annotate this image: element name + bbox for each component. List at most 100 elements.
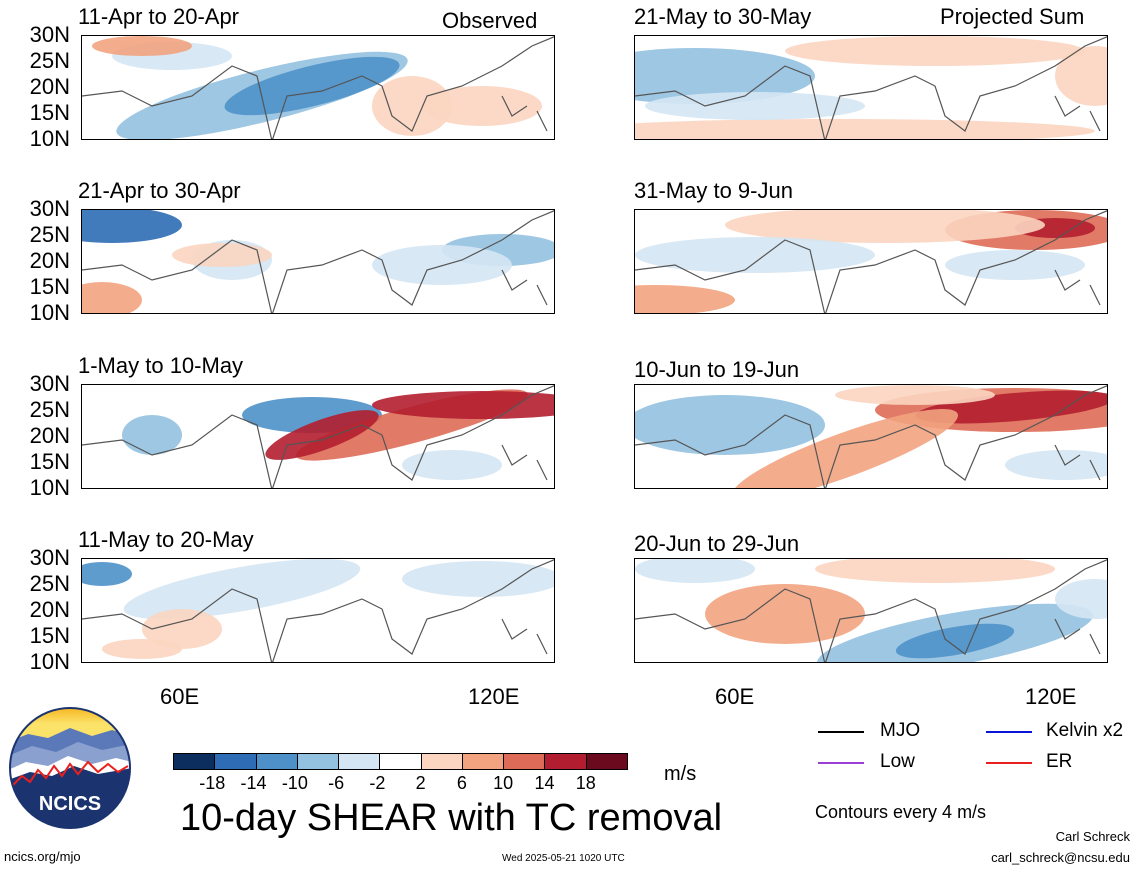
coastline [635,385,1107,488]
shear-field [635,210,1107,313]
colorbar-tick-label: 2 [415,773,426,793]
shear-region [815,559,1055,583]
coastline [82,559,554,662]
shear-region [635,237,875,273]
shear-region [372,245,512,285]
shear-region [142,609,222,649]
shear-map-panel [634,384,1108,489]
colorbar-swatch [255,753,298,770]
coastline [82,36,554,139]
shear-region [82,562,132,586]
lat-tick-label: 25N [29,48,70,73]
panel-title: 10-Jun to 19-Jun [634,357,800,382]
panel-title: 31-May to 9-Jun [634,178,793,203]
shear-region [635,119,1095,139]
colorbar-swatch [296,753,340,770]
lat-tick-label: 15N [29,100,70,125]
shear-region [224,56,400,116]
shear-region [92,36,192,56]
legend-line-mjo [818,731,864,733]
lat-tick-label: 15N [29,449,70,474]
shear-map-panel [81,558,555,663]
author-email[interactable]: carl_schreck@ncsu.edu [991,850,1130,865]
colorbar-tick-label: 6 [456,773,467,793]
shear-region [915,390,1107,424]
coastline [82,210,554,313]
shear-region [725,210,1045,243]
colorbar-swatch [379,753,422,770]
legend-line-er [986,762,1032,764]
lat-tick-label: 30N [29,545,70,570]
coastline [635,210,1107,313]
colorbar-swatch [585,753,628,770]
lat-tick-label: 20N [29,74,70,99]
lat-tick-label: 10N [29,475,70,500]
shear-region [102,639,182,659]
lon-tick-label: 120E [1025,684,1077,709]
shear-region [82,210,182,243]
shear-region [635,559,755,583]
shear-map-panel [634,558,1108,663]
shear-map-panel [634,35,1108,140]
colorbar-tick-label: 10 [493,773,514,793]
legend-label-mjo: MJO [880,720,921,741]
panel-title: 20-Jun to 29-Jun [634,531,800,556]
colorbar-tick-label: -18 [199,773,226,793]
shear-region [635,285,735,313]
lat-tick-label: 10N [29,126,70,151]
observed-label: Observed [442,8,538,33]
legend-line-low [818,762,864,764]
shear-region [635,395,825,455]
shear-region [123,559,361,620]
colorbar-tick-label: 18 [575,773,596,793]
panel-title: 1-May to 10-May [78,353,244,378]
lat-tick-label: 20N [29,597,70,622]
shear-region [82,282,142,313]
lat-tick-label: 15N [29,274,70,299]
site-link[interactable]: ncics.org/mjo [4,849,81,864]
lon-tick-label: 120E [468,684,520,709]
lat-tick-label: 10N [29,649,70,674]
shear-region [645,92,865,120]
colorbar-tick-label: 14 [534,773,555,793]
shear-region [402,561,554,597]
lon-tick-label: 60E [160,684,200,709]
shear-region [1005,450,1107,480]
lat-tick-label: 20N [29,248,70,273]
colorbar-swatch [461,753,505,770]
colorbar-swatch [173,753,216,770]
shear-field [82,36,554,139]
coastline [635,36,1107,139]
lat-tick-label: 25N [29,397,70,422]
shear-region [635,48,815,104]
lat-tick-label: 10N [29,300,70,325]
shear-field [82,385,554,488]
colorbar-swatch [420,753,463,770]
units-label: m/s [664,763,697,785]
panel-title: 21-May to 30-May [634,4,812,29]
shear-map-panel [81,209,555,314]
coastline [82,385,554,488]
colorbar-swatch [503,753,546,770]
colorbar-swatch [544,753,587,770]
shear-region [731,409,959,488]
shear-region [1055,579,1107,619]
lat-tick-label: 30N [29,196,70,221]
colorbar-tick-label: -2 [369,773,386,793]
shear-map-panel [81,35,555,140]
lat-tick-label: 30N [29,22,70,47]
shear-field [82,210,554,313]
shear-region [705,584,865,644]
panel-title: 11-May to 20-May [78,527,254,552]
lon-tick-label: 60E [715,684,755,709]
timestamp: Wed 2025-05-21 1020 UTC [502,853,625,864]
panel-title: 11-Apr to 20-Apr [78,4,240,29]
shear-region [785,36,1085,66]
shear-map-panel [81,384,555,489]
shear-field [635,559,1107,662]
lat-tick-label: 25N [29,222,70,247]
legend-label-low: Low [880,751,915,772]
legend-line-kelvin [986,731,1032,733]
shear-field [82,559,554,662]
lat-tick-label: 20N [29,423,70,448]
